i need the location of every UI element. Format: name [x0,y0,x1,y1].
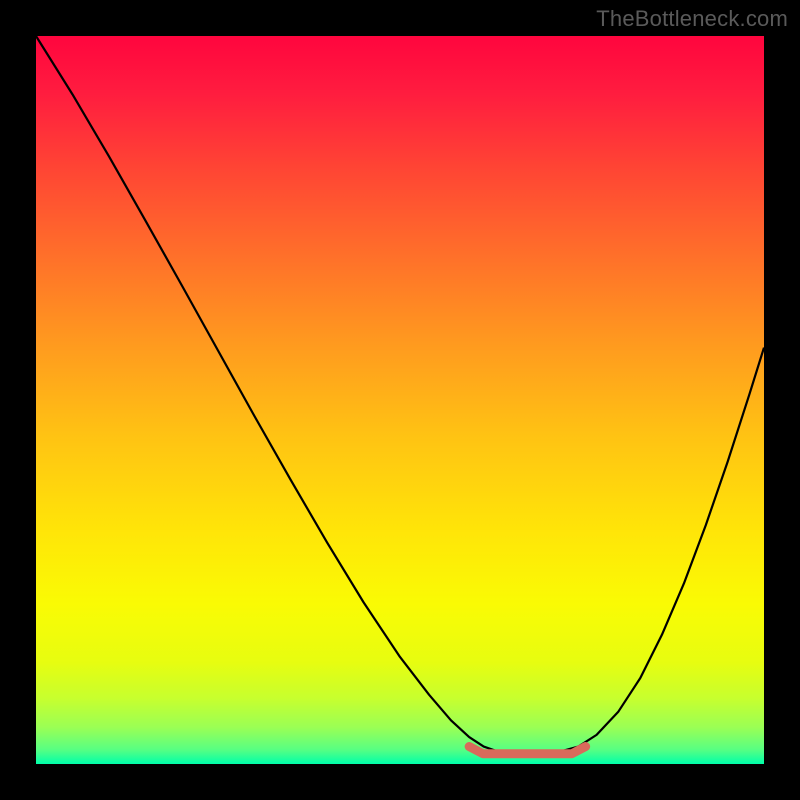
bottleneck-curve-chart [36,36,764,764]
chart-plot-area [36,36,764,764]
chart-background [36,36,764,764]
watermark-text: TheBottleneck.com [596,6,788,32]
